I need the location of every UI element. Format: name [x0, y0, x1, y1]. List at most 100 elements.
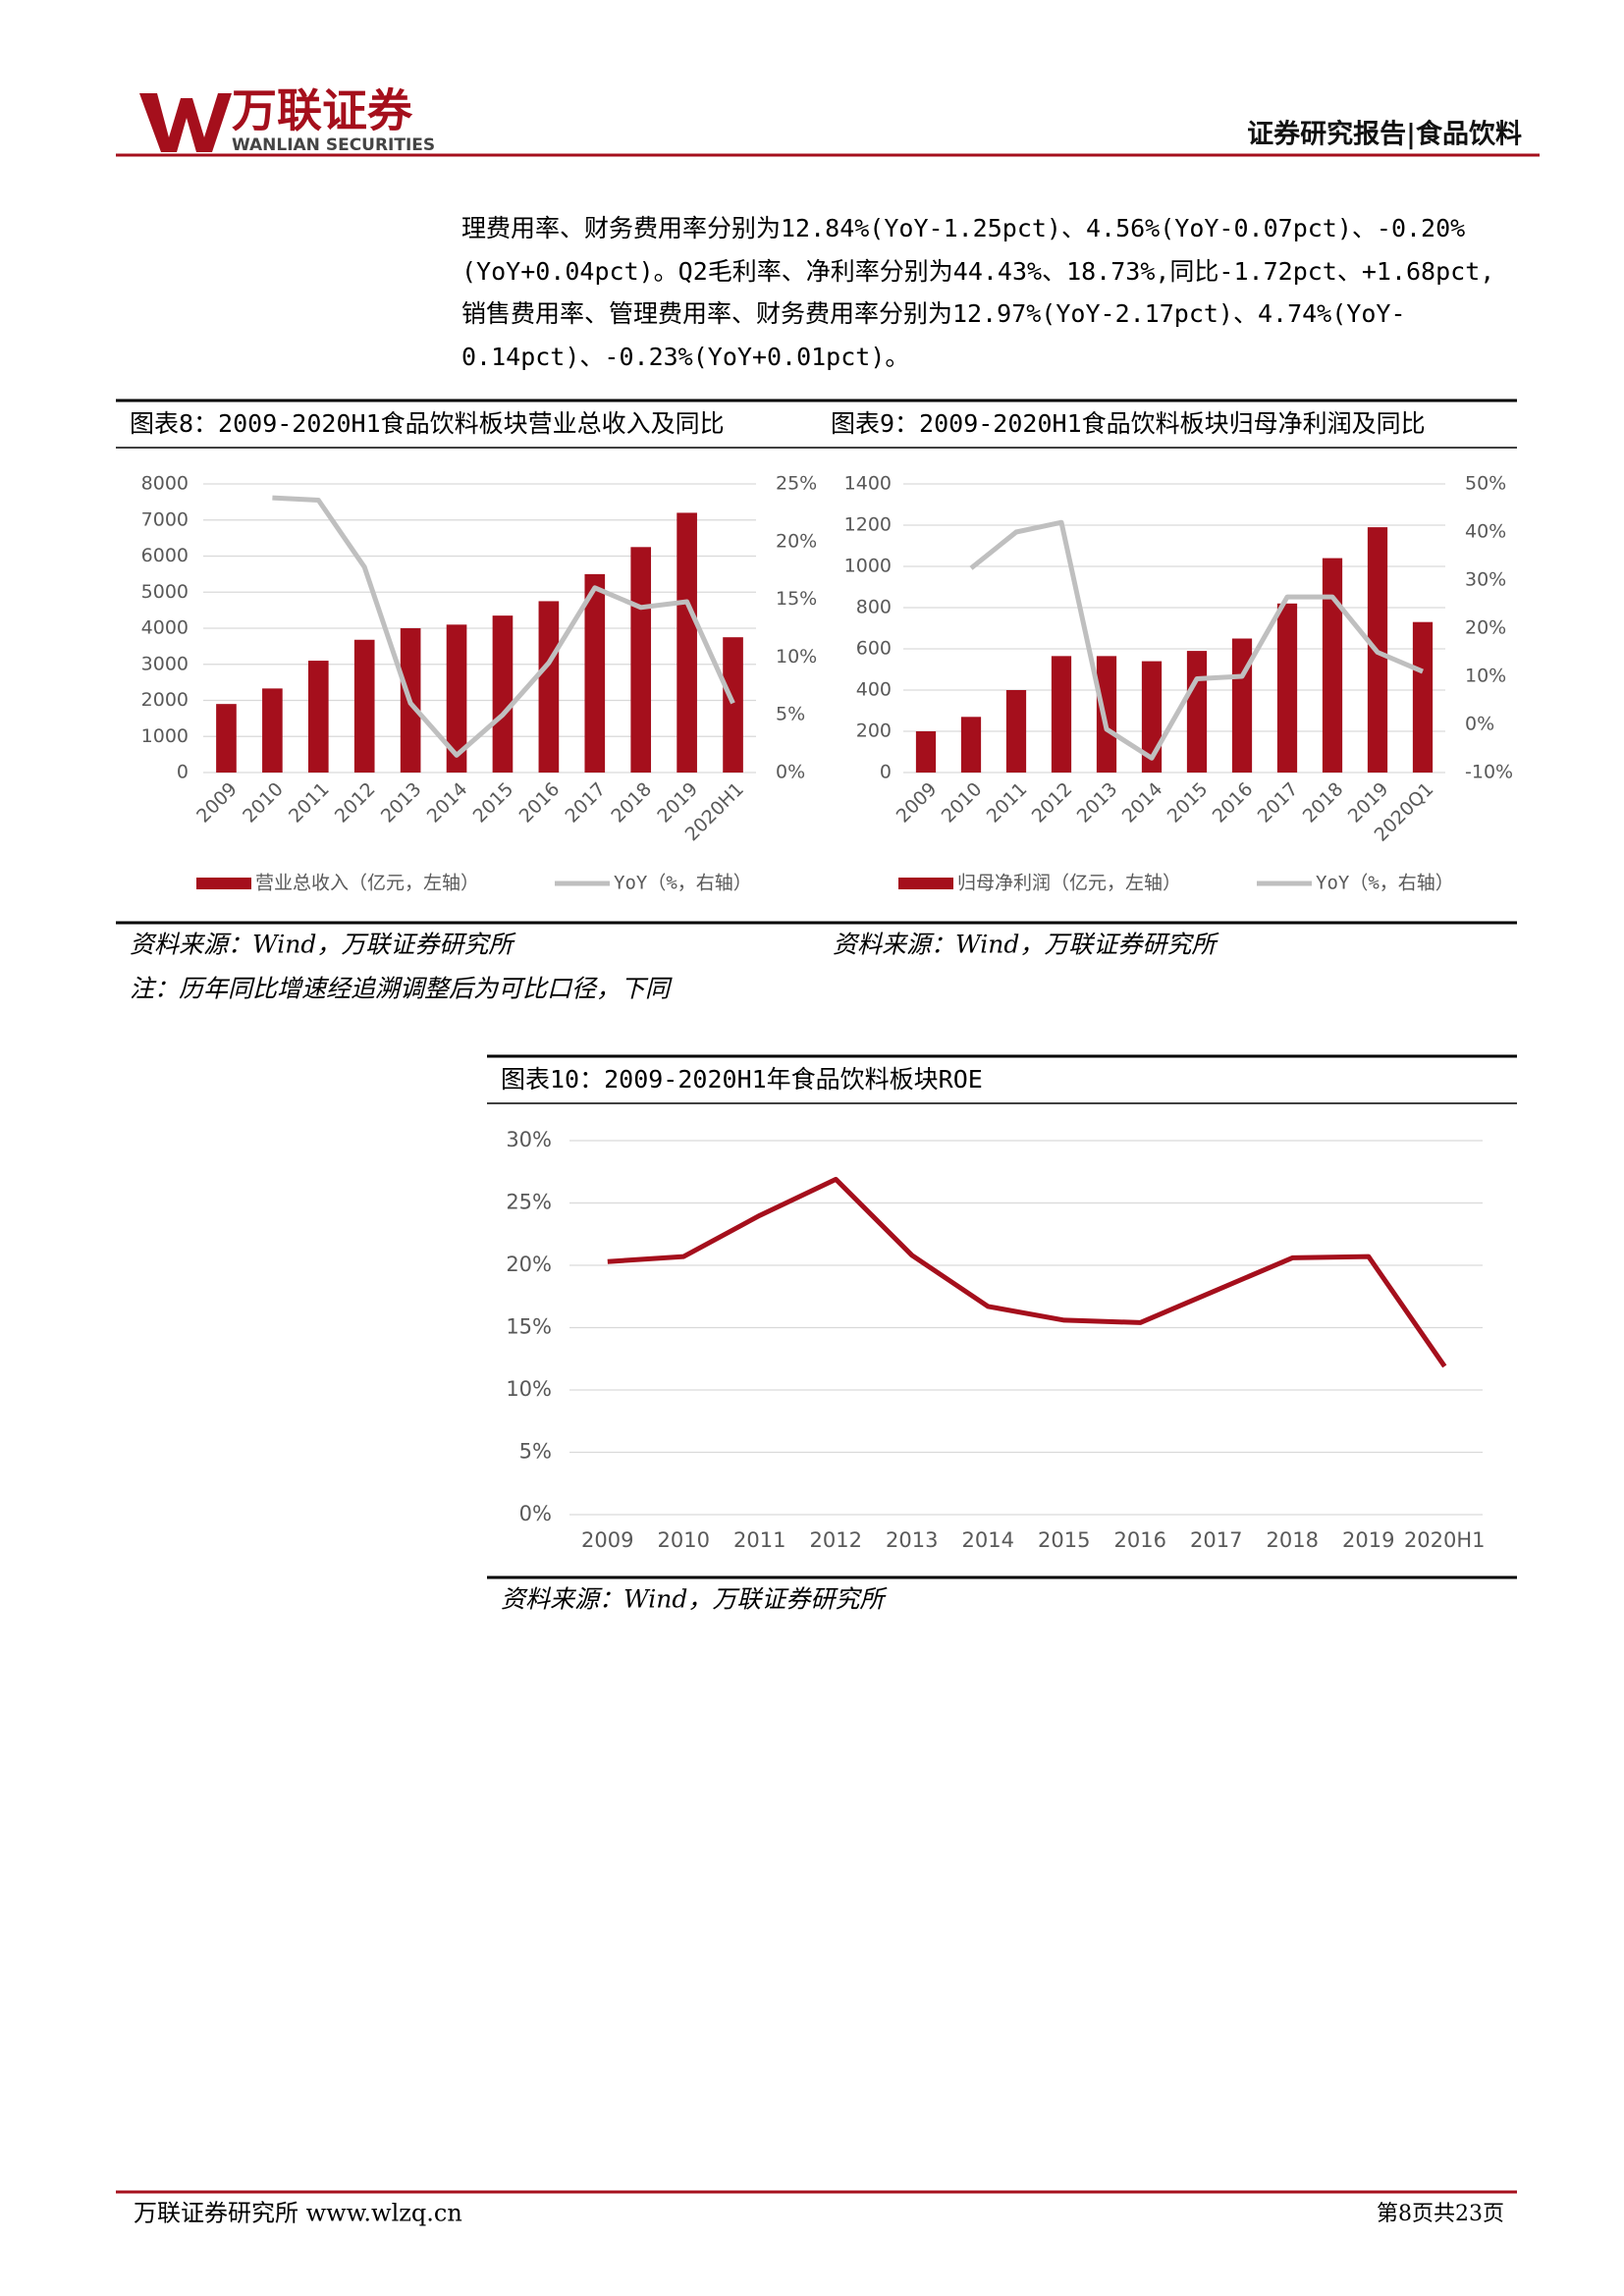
legend-swatch: [898, 878, 953, 889]
y2-tick-label: -10%: [1465, 762, 1513, 783]
y-tick-label: 5000: [141, 581, 189, 603]
bar: [262, 688, 283, 773]
bar: [915, 731, 937, 773]
y2-tick-label: 5%: [776, 704, 805, 725]
body-line: (YoY+0.04pct)。Q2毛利率、净利率分别为44.43%、18.73%,…: [461, 257, 1494, 286]
x-tick-label: 2019: [1342, 1528, 1394, 1552]
x-tick-label: 2014: [1118, 778, 1167, 828]
x-tick-label: 2011: [285, 778, 334, 828]
y2-tick-label: 20%: [776, 530, 817, 552]
y2-tick-label: 0%: [776, 762, 805, 783]
source: 资料来源：Wind，万联证券研究所: [130, 931, 516, 959]
logo-mark: [139, 93, 232, 152]
x-tick-label: 2014: [423, 778, 472, 828]
x-tick-label: 2015: [1164, 778, 1213, 828]
line: [272, 495, 735, 758]
x-tick-label: 2009: [192, 778, 242, 828]
bar: [960, 717, 982, 773]
bar: [1051, 656, 1072, 773]
bar: [1186, 651, 1208, 773]
x-tick-label: 2020H1: [1404, 1528, 1486, 1552]
y-tick-label: 8000: [141, 473, 189, 495]
legend-label: 归母净利润（亿元，左轴）: [957, 873, 1181, 894]
x-tick-label: 2013: [886, 1528, 938, 1552]
x-tick-label: 2013: [1073, 778, 1122, 828]
x-tick-label: 2012: [1028, 778, 1077, 828]
bar: [538, 601, 560, 773]
y-tick-label: 25%: [506, 1191, 552, 1214]
body-line: 0.14pct)、-0.23%(YoY+0.01pct)。: [461, 343, 909, 371]
bar: [446, 624, 467, 773]
y2-tick-label: 30%: [1465, 569, 1506, 591]
x-tick-label: 2010: [658, 1528, 710, 1552]
bar: [1005, 690, 1027, 773]
y2-tick-label: 10%: [776, 646, 817, 667]
y-tick-label: 600: [856, 638, 892, 660]
bar: [630, 547, 652, 773]
bar: [1322, 558, 1343, 773]
y2-tick-label: 25%: [776, 473, 817, 495]
bar: [1276, 603, 1298, 773]
note: 注：历年同比增速经追溯调整后为可比口径，下同: [130, 975, 673, 1003]
x-tick-label: 2011: [733, 1528, 785, 1552]
y2-tick-label: 40%: [1465, 521, 1506, 543]
x-tick-label: 2009: [581, 1528, 633, 1552]
y2-tick-label: 20%: [1465, 617, 1506, 639]
x-tick-label: 2010: [239, 778, 288, 828]
y-tick-label: 5%: [519, 1440, 552, 1464]
bar: [677, 512, 697, 773]
x-tick-label: 2015: [469, 778, 518, 828]
y-tick-label: 4000: [141, 617, 189, 639]
body-line: 销售费用率、管理费用率、财务费用率分别为12.97%(YoY-2.17pct)、…: [461, 299, 1406, 328]
x-tick-label: 2016: [515, 778, 565, 828]
x-tick-label: 2014: [962, 1528, 1014, 1552]
brand: 万联证券: [232, 84, 413, 137]
x-tick-label: 2018: [1299, 778, 1348, 828]
legend-label: YoY（%，右轴）: [1316, 873, 1454, 894]
line: [969, 519, 1424, 761]
bar: [1096, 656, 1117, 773]
x-tick-label: 2016: [1209, 778, 1258, 828]
y-tick-label: 0%: [519, 1502, 552, 1525]
y-tick-label: 200: [856, 721, 892, 742]
x-tick-label: 2017: [1190, 1528, 1242, 1552]
legend-swatch: [196, 878, 251, 889]
y-tick-label: 3000: [141, 653, 189, 674]
bar: [723, 637, 743, 773]
x-tick-label: 2009: [893, 778, 942, 828]
x-tick-label: 2013: [377, 778, 426, 828]
y-tick-label: 1000: [141, 725, 189, 747]
x-tick-label: 2018: [1267, 1528, 1319, 1552]
y2-tick-label: 50%: [1465, 473, 1506, 495]
y2-tick-label: 0%: [1465, 714, 1494, 735]
y-tick-label: 2000: [141, 689, 189, 711]
bar: [584, 573, 606, 773]
y-tick-label: 1200: [844, 514, 892, 536]
y-tick-label: 6000: [141, 545, 189, 566]
y-tick-label: 10%: [506, 1377, 552, 1401]
x-tick-label: 2012: [810, 1528, 862, 1552]
legend-label: YoY（%，右轴）: [614, 873, 752, 894]
y-tick-label: 1400: [844, 473, 892, 495]
bar: [1231, 638, 1253, 773]
bar: [307, 661, 329, 773]
x-tick-label: 2018: [607, 778, 656, 828]
x-tick-label: 2015: [1038, 1528, 1090, 1552]
y-tick-label: 1000: [844, 556, 892, 577]
y-tick-label: 7000: [141, 508, 189, 530]
source: 资料来源：Wind，万联证券研究所: [833, 931, 1219, 959]
footer-left: 万联证券研究所 www.wlzq.cn: [134, 2200, 462, 2227]
x-tick-label: 2012: [331, 778, 380, 828]
source: 资料来源：Wind，万联证券研究所: [501, 1585, 888, 1614]
y-tick-label: 20%: [506, 1253, 552, 1276]
bar: [353, 639, 375, 773]
bar: [492, 615, 514, 773]
figure-title: 图表9：2009-2020H1食品饮料板块归母净利润及同比: [831, 409, 1426, 438]
legend-label: 营业总收入（亿元，左轴）: [255, 873, 479, 894]
bar: [1412, 621, 1434, 773]
y2-tick-label: 10%: [1465, 666, 1506, 687]
x-tick-label: 2016: [1114, 1528, 1166, 1552]
line: [607, 1176, 1447, 1368]
